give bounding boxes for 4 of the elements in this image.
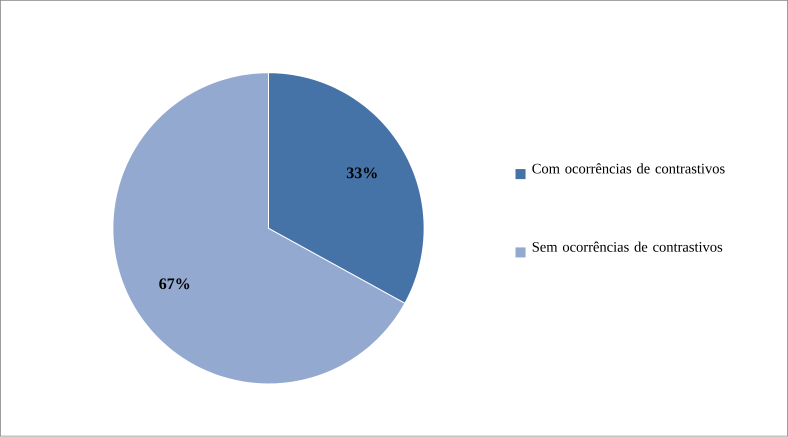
legend-label: Sem ocorrências de contrastivos	[532, 242, 722, 252]
data-label: 67%	[159, 278, 190, 290]
legend-label: Com ocorrências de contrastivos	[532, 163, 725, 174]
data-label: 33%	[346, 168, 377, 179]
